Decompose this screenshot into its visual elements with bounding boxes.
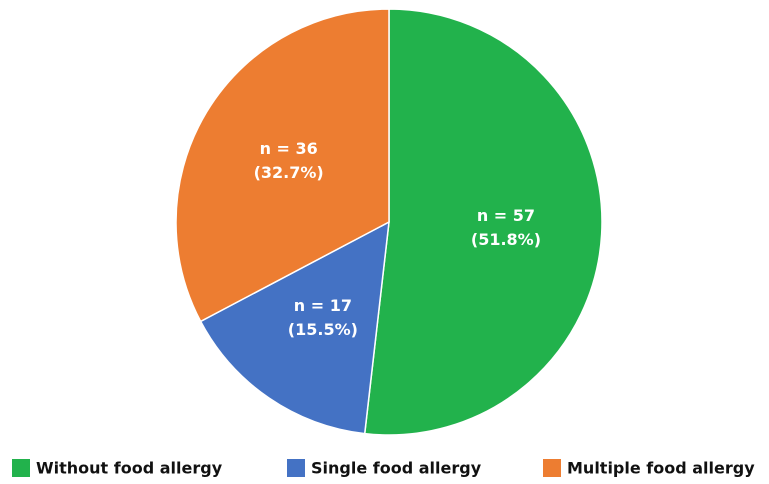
legend-swatch [287,459,305,477]
legend-label: Multiple food allergy [567,459,755,478]
legend-label: Single food allergy [311,459,482,478]
value-label: n = 57 [477,206,535,225]
pie-slice [175,8,390,323]
percent-label: (32.7%) [254,163,324,182]
percent-label: (15.5%) [288,320,358,339]
legend-swatch [543,459,561,477]
value-label: n = 36 [260,139,318,158]
pie-slice [363,8,603,436]
pie-slice [199,220,390,435]
legend-swatch [12,459,30,477]
legend-label: Without food allergy [36,459,223,478]
percent-label: (51.8%) [471,230,541,249]
value-label: n = 17 [294,296,352,315]
